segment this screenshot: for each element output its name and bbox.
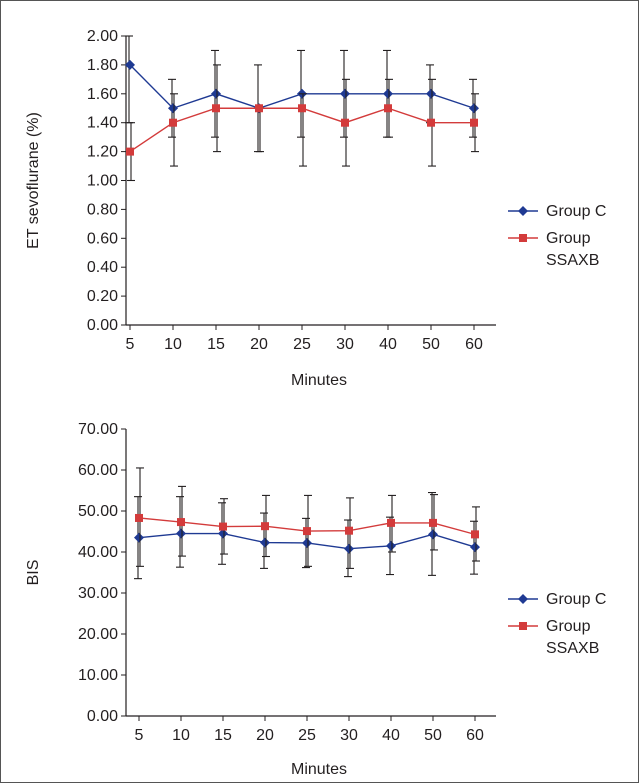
series-group-ssaxb: [135, 467, 480, 569]
x-tick-label: 15: [207, 336, 225, 353]
y-tick-label: 0.60: [87, 230, 118, 247]
x-tick-label: 10: [164, 336, 182, 353]
legend-label: Group C: [546, 203, 606, 220]
x-tick-label: 60: [465, 336, 483, 353]
x-tick-label: 10: [172, 727, 190, 744]
legend-label: Group C: [546, 591, 606, 608]
y-tick-label: 0.80: [87, 201, 118, 218]
legend-label-line: Group C: [546, 591, 606, 608]
x-axis-title: Minutes: [291, 761, 347, 778]
data-point-square: [219, 522, 227, 531]
y-tick-label: 1.00: [87, 173, 118, 190]
data-point-diamond: [469, 103, 479, 114]
y-tick-label: 10.00: [78, 667, 118, 684]
data-point-diamond: [470, 542, 480, 553]
data-point-square: [255, 104, 263, 113]
y-axis-title: ET sevoflurane (%): [25, 112, 42, 249]
x-tick-label: 60: [466, 727, 484, 744]
y-axis-title: BIS: [25, 560, 42, 586]
y-tick-label: 1.80: [87, 57, 118, 74]
y-tick-label: 40.00: [78, 544, 118, 561]
series-line: [129, 107, 474, 153]
data-point-diamond: [211, 88, 221, 99]
legend-label-line: SSAXB: [546, 252, 599, 269]
data-point-square: [169, 118, 177, 127]
y-tick-label: 2.00: [87, 28, 118, 45]
y-tick-label: 50.00: [78, 503, 118, 520]
data-point-square: [384, 104, 392, 113]
data-point-square: [470, 118, 478, 127]
legend-label: Group SSAXB: [546, 230, 599, 269]
legend-marker-square: [519, 234, 527, 242]
legend-label-line: Group C: [546, 203, 606, 220]
data-point-diamond: [168, 103, 178, 114]
x-tick-label: 15: [214, 727, 232, 744]
chart-1: 0.00 0.20 0.40 0.60 0.80 1.00 1.20 1.40 1.60 1.80…: [25, 28, 606, 389]
legend-marker-square: [519, 622, 527, 630]
data-point-square: [345, 526, 353, 535]
y-tick-label: 1.40: [87, 115, 118, 132]
y-tick-label: 60.00: [78, 462, 118, 479]
data-point-diamond: [383, 88, 393, 99]
legend-label: Group SSAXB: [546, 618, 599, 657]
data-point-diamond: [218, 528, 228, 539]
x-tick-label: 40: [379, 336, 397, 353]
chart-2: 0.00 10.00 20.00 30.00 40.00 50.00 60.00 70.00 5…: [25, 421, 606, 778]
legend-label-line: Group: [546, 618, 591, 635]
data-point-square: [387, 518, 395, 527]
data-point-diamond: [386, 540, 396, 551]
y-tick-label: 30.00: [78, 585, 118, 602]
x-tick-label: 5: [126, 336, 135, 353]
data-point-square: [298, 104, 306, 113]
series-line: [129, 64, 475, 110]
x-axis-title: Minutes: [291, 372, 347, 389]
x-tick-label: 50: [422, 336, 440, 353]
data-point-square: [427, 118, 435, 127]
data-point-square: [471, 530, 479, 539]
data-point-square: [135, 513, 143, 522]
y-tick-label: 0.00: [87, 317, 118, 334]
y-tick-label: 0.40: [87, 259, 118, 276]
legend: Group C Group SSAXB: [508, 203, 606, 269]
x-tick-label: 25: [293, 336, 311, 353]
data-point-diamond: [134, 532, 144, 543]
data-point-square: [341, 118, 349, 127]
data-point-diamond: [428, 529, 438, 540]
data-point-square: [429, 518, 437, 527]
data-point-square: [303, 527, 311, 536]
x-tick-label: 30: [340, 727, 358, 744]
data-point-diamond: [302, 537, 312, 548]
legend-marker-diamond: [518, 594, 528, 604]
data-point-square: [261, 522, 269, 531]
x-tick-label: 40: [382, 727, 400, 744]
data-point-diamond: [344, 543, 354, 554]
data-point-diamond: [426, 88, 436, 99]
data-point-square: [177, 518, 185, 527]
y-tick-label: 1.20: [87, 144, 118, 161]
series-group-ssaxb: [126, 64, 479, 182]
legend-label-line: SSAXB: [546, 640, 599, 657]
legend-label-line: Group: [546, 230, 591, 247]
x-tick-label: 30: [336, 336, 354, 353]
data-point-diamond: [176, 528, 186, 539]
data-point-diamond: [125, 59, 135, 70]
y-tick-label: 20.00: [78, 626, 118, 643]
x-tick-label: 20: [250, 336, 268, 353]
legend-marker-diamond: [518, 206, 528, 216]
y-tick-label: 0.20: [87, 288, 118, 305]
legend: Group C Group SSAXB: [508, 591, 606, 657]
data-point-square: [126, 147, 134, 156]
x-tick-label: 5: [135, 727, 144, 744]
y-tick-label: 0.00: [87, 708, 118, 725]
y-tick-label: 1.60: [87, 86, 118, 103]
x-tick-label: 20: [256, 727, 274, 744]
series-group-c: [134, 491, 480, 580]
y-tick-label: 70.00: [78, 421, 118, 438]
x-tick-label: 50: [424, 727, 442, 744]
data-point-diamond: [340, 88, 350, 99]
data-point-diamond: [260, 537, 270, 548]
x-tick-label: 25: [298, 727, 316, 744]
data-point-square: [212, 104, 220, 113]
